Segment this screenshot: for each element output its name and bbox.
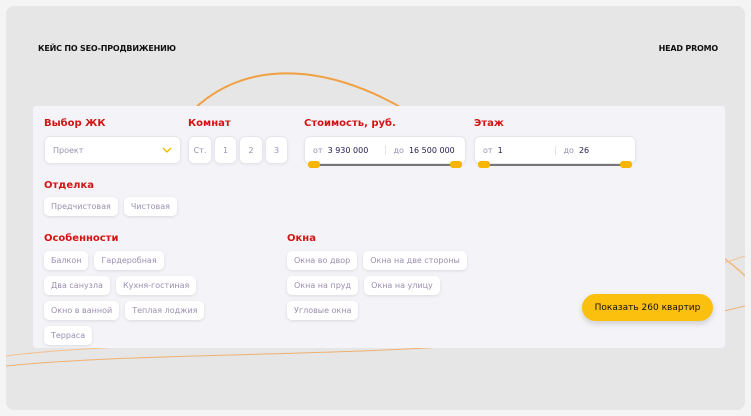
floor-slider-max-handle[interactable] (620, 161, 632, 168)
price-range: от 3 930 000 до 16 500 000 (304, 136, 466, 164)
features-label: Особенности (44, 233, 119, 244)
brand-name[interactable]: HEAD PROMO (658, 44, 719, 53)
windows-options: Окна во двор Окна на две стороны Окна на… (287, 251, 507, 320)
feature-chip[interactable]: Кухня-гостиная (115, 276, 197, 295)
floor-from-prefix: от (483, 145, 493, 155)
window-chip[interactable]: Окна на две стороны (363, 251, 467, 270)
chevron-down-icon (162, 147, 172, 153)
floor-from-field[interactable]: от 1 (475, 146, 555, 155)
window-chip[interactable]: Окна на пруд (287, 276, 359, 295)
floor-slider-track[interactable] (482, 164, 627, 166)
feature-chip[interactable]: Терраса (44, 326, 93, 345)
price-slider-min-handle[interactable] (308, 161, 320, 168)
window-chip[interactable]: Окна во двор (287, 251, 358, 270)
complex-select[interactable]: Проект (44, 136, 181, 164)
show-apartments-button[interactable]: Показать 260 квартир (582, 294, 713, 321)
floor-slider-min-handle[interactable] (478, 161, 490, 168)
finish-chip[interactable]: Предчистовая (44, 197, 118, 216)
floor-to-field[interactable]: до 26 (554, 145, 636, 155)
price-label: Стоимость, руб. (304, 118, 396, 129)
price-from-prefix: от (313, 145, 323, 155)
window-chip[interactable]: Угловые окна (287, 301, 359, 320)
price-to-value: 16 500 000 (408, 145, 455, 155)
room-option[interactable]: 3 (265, 136, 288, 164)
floor-label: Этаж (474, 118, 504, 129)
price-slider-max-handle[interactable] (450, 161, 462, 168)
price-to-prefix: до (393, 145, 404, 155)
complex-placeholder: Проект (53, 145, 84, 155)
finish-chip[interactable]: Чистовая (123, 197, 177, 216)
features-options: Балкон Гардеробная Два санузла Кухня-гос… (44, 251, 234, 345)
price-to-field[interactable]: до 16 500 000 (384, 145, 466, 155)
feature-chip[interactable]: Два санузла (44, 276, 110, 295)
floor-to-prefix: до (563, 145, 574, 155)
floor-to-value: 26 (578, 145, 590, 155)
feature-chip[interactable]: Теплая лоджия (125, 301, 205, 320)
price-from-value: 3 930 000 (327, 145, 369, 155)
feature-chip[interactable]: Гардеробная (94, 251, 164, 270)
room-option[interactable]: Ст. (188, 136, 212, 164)
windows-label: Окна (287, 233, 316, 244)
feature-chip[interactable]: Окно в ванной (44, 301, 120, 320)
floor-range: от 1 до 26 (474, 136, 636, 164)
rooms-label: Комнат (188, 118, 231, 129)
feature-chip[interactable]: Балкон (44, 251, 89, 270)
window-chip[interactable]: Окна на улицу (364, 276, 440, 295)
room-option[interactable]: 2 (239, 136, 263, 164)
case-title: КЕЙС ПО SEO-ПРОДВИЖЕНИЮ (38, 44, 176, 53)
room-option[interactable]: 1 (214, 136, 237, 164)
finish-label: Отделка (44, 180, 95, 191)
floor-from-value: 1 (497, 145, 503, 155)
finish-options: Предчистовая Чистовая (44, 197, 244, 216)
price-slider-track[interactable] (312, 164, 457, 166)
price-from-field[interactable]: от 3 930 000 (305, 146, 385, 155)
complex-label: Выбор ЖК (44, 118, 106, 129)
